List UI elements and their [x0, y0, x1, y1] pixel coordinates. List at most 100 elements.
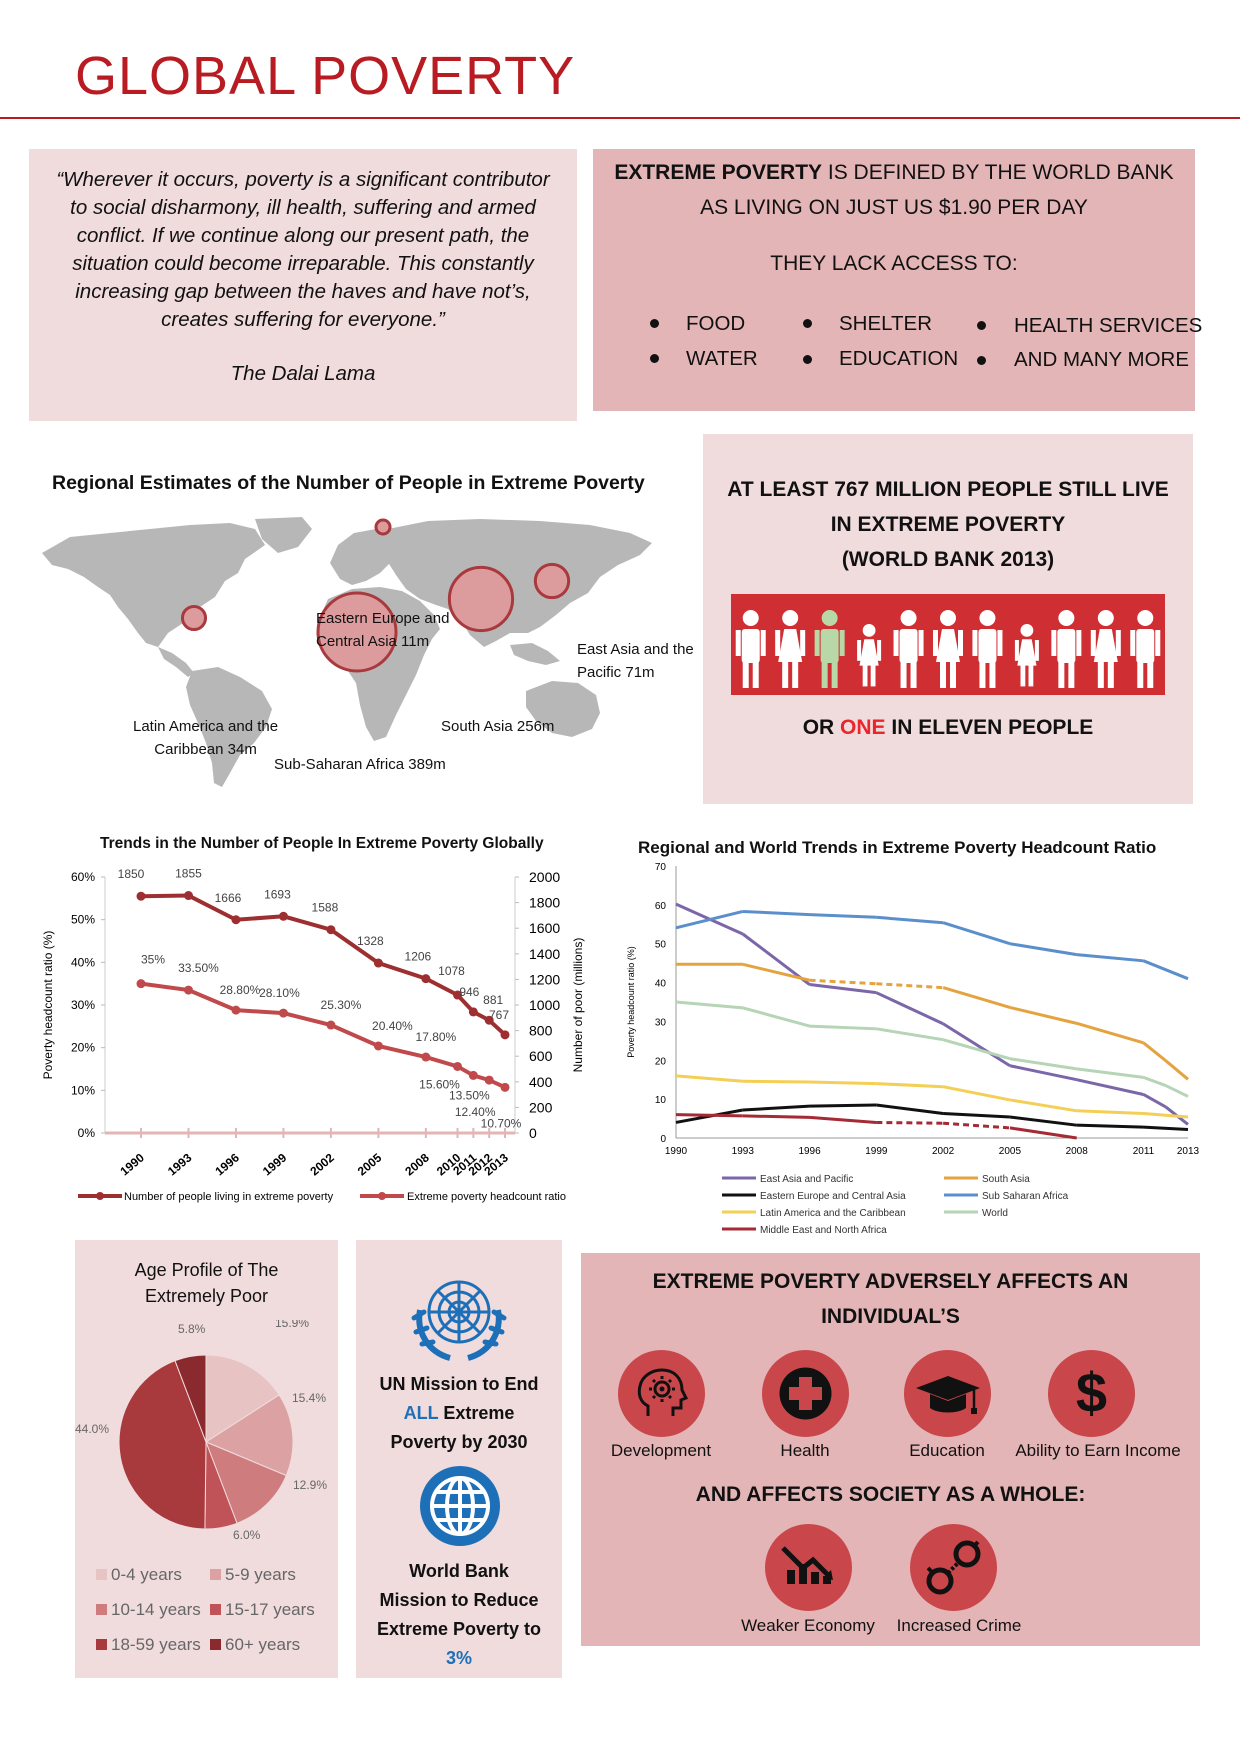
chart1-data-label-count: 767: [489, 1008, 509, 1022]
chart1-point-count: [231, 915, 241, 925]
chart1-point-count: [421, 974, 431, 984]
chart2-series-segment: [809, 913, 877, 919]
chart1-legend-count: Number of people living in extreme pover…: [124, 1191, 334, 1203]
chart2-y-tick: 60: [655, 901, 667, 912]
chart1-point-ratio: [183, 985, 193, 995]
chart1-data-label-count: 1206: [405, 950, 432, 964]
chart1-right-tick: 800: [529, 1023, 553, 1039]
chart1-data-label-ratio: 35%: [141, 953, 165, 967]
chart1-right-tick: 1000: [529, 997, 560, 1013]
chart1-right-tick: 1800: [529, 895, 560, 911]
pie-slice: [205, 1441, 287, 1524]
chart2-series-segment: [942, 1085, 1011, 1102]
stat-line-1: AT LEAST 767 MILLION PEOPLE STILL LIVE: [727, 478, 1169, 501]
affects-title: EXTREME POVERTY ADVERSELY AFFECTS AN INDI…: [652, 1270, 1129, 1328]
chart1-data-label-ratio: 20.40%: [372, 1019, 413, 1033]
chart2-series-segment: [809, 983, 877, 995]
un-all-highlight: ALL: [403, 1403, 439, 1423]
chart2-series-segment: [1165, 1084, 1189, 1098]
chart2-series-segment: [943, 1121, 1011, 1130]
chart1-point-count: [484, 1015, 494, 1025]
chart1-data-label-ratio: 13.50%: [449, 1088, 490, 1102]
chart1-data-label-ratio: 25.30%: [321, 998, 362, 1012]
map-title: Regional Estimates of the Number of Peop…: [52, 472, 645, 494]
chart2-series-segment: [876, 1082, 944, 1089]
chart1-data-label-ratio: 15.60%: [419, 1077, 460, 1091]
chart2-series-segment: [742, 1104, 810, 1112]
chart2-y-tick: 20: [655, 1056, 667, 1067]
person-figure-icon: [735, 610, 766, 688]
individual-label-development: Development: [610, 1441, 712, 1460]
greenland-shape: [255, 517, 312, 553]
chart2-series-segment: [942, 986, 1011, 1009]
chart2-series-segment: [742, 909, 810, 917]
un-mission-text: UN Mission to End ALL Extreme Poverty by…: [379, 1374, 539, 1452]
world-bank-globe-icon: [420, 1466, 500, 1546]
pie-slice-label: 6.0%: [233, 1528, 261, 1542]
definition-line-2: AS LIVING ON JUST US $1.90 PER DAY: [700, 196, 1088, 219]
pie-slice: [118, 1360, 207, 1530]
islands-shape: [510, 643, 560, 665]
chart1-point-ratio: [326, 1020, 336, 1030]
chart2-legend-item: Eastern Europe and Central Asia: [760, 1191, 906, 1202]
society-label-economy: Weaker Economy: [741, 1616, 875, 1635]
pie-legend-item: 0-4 years: [96, 1565, 182, 1585]
svg-text:$: $: [1076, 1361, 1107, 1424]
chart2-series-segment: [675, 1113, 743, 1118]
chart2-legend-item: World: [982, 1208, 1008, 1219]
pie-chart: 15.9% 15.4% 12.9% 6.0% 44.0% 5.8%: [75, 1320, 327, 1542]
pie-slice-label: 44.0%: [75, 1422, 109, 1436]
un-emblem-icon: [411, 1280, 507, 1361]
chart2-series-segment: [675, 910, 744, 930]
person-figure-icon: [775, 610, 806, 688]
chart1-right-tick: 200: [529, 1099, 553, 1115]
one-highlight: ONE: [840, 716, 886, 739]
australia-shape: [526, 681, 600, 737]
chart2-series-segment: [876, 1027, 944, 1042]
chart1-right-tick: 2000: [529, 869, 560, 885]
chart2-legend-item: South Asia: [982, 1174, 1030, 1185]
quote-panel: [29, 149, 577, 421]
person-figure-icon: [1130, 610, 1161, 688]
society-title: AND AFFECTS SOCIETY AS A WHOLE:: [695, 1483, 1086, 1506]
label-latin-america: Latin America and the Caribbean 34m: [133, 718, 279, 758]
chart2-series-segment: [1142, 959, 1189, 981]
chart2-x-tick: 2011: [1133, 1146, 1155, 1157]
chart1-left-tick: 60%: [71, 870, 95, 884]
pie-slice-label: 15.4%: [292, 1391, 326, 1405]
chart1-right-tick: 1600: [529, 920, 560, 936]
map-bubble: [533, 562, 571, 600]
north-america-shape: [42, 523, 265, 647]
chart2-legend-item: Sub Saharan Africa: [982, 1191, 1069, 1202]
chart2-y-tick: 40: [655, 979, 667, 990]
chart2-series-segment: [1076, 953, 1144, 963]
chart1-data-label-count: 1328: [357, 934, 384, 948]
chart2-series-segment: [1076, 1021, 1144, 1045]
chart2-series-segment: [943, 1112, 1010, 1119]
chart2-series-segment: [1076, 1123, 1144, 1129]
chart1-x-tick: 2005: [355, 1150, 385, 1178]
bullet-dot: [803, 355, 812, 364]
person-figure-icon: [857, 624, 882, 687]
map-bubble: [180, 604, 208, 632]
label-sub-saharan-africa: Sub-Saharan Africa 389m: [274, 756, 446, 773]
people-figures-band: [731, 594, 1165, 695]
individual-label-income: Ability to Earn Income: [1015, 1441, 1181, 1460]
pie-slice-label: 12.9%: [293, 1478, 327, 1492]
chart1-data-label-ratio: 28.80%: [220, 983, 261, 997]
pie-legend-item: 5-9 years: [210, 1565, 296, 1585]
chart1-data-label-ratio: 17.80%: [416, 1030, 457, 1044]
chart2-x-tick: 2008: [1066, 1146, 1089, 1157]
pie-legend-item: 60+ years: [210, 1635, 300, 1655]
graduation-cap-icon: [904, 1350, 991, 1437]
chart1-right-tick: 600: [529, 1048, 553, 1064]
chart1-right-tick: 400: [529, 1074, 553, 1090]
chart2-x-tick: 1999: [865, 1146, 888, 1157]
person-figure-icon: [1014, 624, 1039, 687]
chart2-series-segment: [809, 1115, 877, 1124]
bullet-dot: [977, 356, 986, 365]
chart2-series-segment: [1164, 1059, 1189, 1081]
chart1-point-count: [500, 1030, 510, 1040]
chart2-y-axis-label: Poverty headcount ratio (%): [626, 946, 636, 1058]
chart1-left-tick: 10%: [71, 1083, 95, 1097]
